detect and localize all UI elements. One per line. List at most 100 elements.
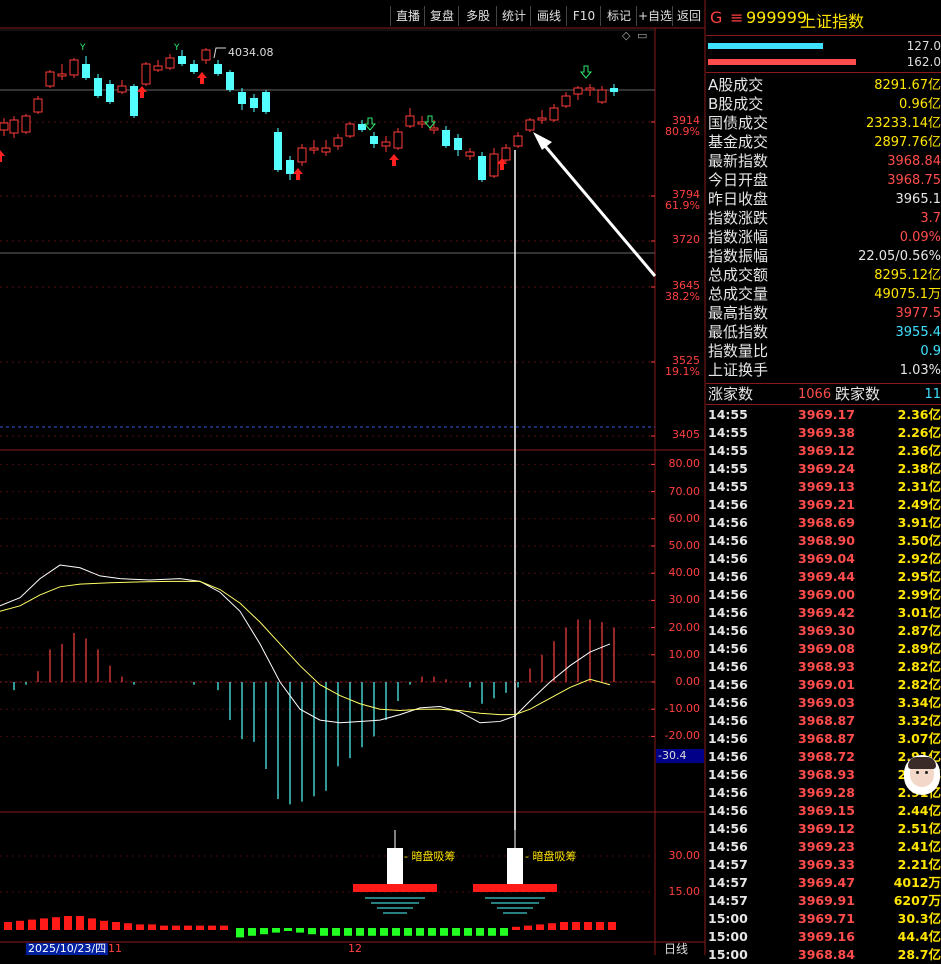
tick-volume: 2.51亿: [898, 820, 941, 838]
indicator-bar: [476, 928, 484, 936]
stat-row: 国债成交 23233.14亿: [706, 114, 941, 133]
breadth-divider: [706, 383, 941, 384]
price-tick: 3720: [652, 233, 700, 244]
macd-tick: 70.00: [658, 485, 700, 498]
candle[interactable]: [22, 114, 30, 134]
tick-row: 14:56 3968.90 3.50亿: [706, 532, 941, 550]
candle[interactable]: [346, 122, 354, 138]
candle[interactable]: [526, 118, 534, 132]
toolbar-button-2[interactable]: 多股: [458, 6, 497, 26]
tick-time: 14:55: [708, 406, 748, 424]
market-breadth: 涨家数 1066 跌家数 11: [706, 385, 941, 404]
stat-label: 国债成交: [708, 114, 768, 133]
indicator-bar: [404, 928, 412, 936]
stat-value: 3968.84: [887, 152, 941, 171]
tick-price: 3969.42: [798, 604, 855, 622]
toolbar-button-6[interactable]: 标记: [600, 6, 637, 26]
header-divider: [706, 35, 941, 36]
stat-label: 基金成交: [708, 133, 768, 152]
tick-volume: 28.7亿: [898, 946, 941, 964]
stat-label: 今日开盘: [708, 171, 768, 190]
toolbar-button-8[interactable]: 返回: [672, 6, 705, 26]
macd-tick: -20.00: [658, 729, 700, 742]
indicator-bar: [124, 923, 132, 930]
tick-volume: 3.91亿: [898, 514, 941, 532]
candle[interactable]: [130, 84, 138, 118]
tick-volume: 3.32亿: [898, 712, 941, 730]
candle[interactable]: [478, 152, 486, 182]
candle[interactable]: [70, 58, 78, 78]
tick-volume: 2.38亿: [898, 460, 941, 478]
assistant-avatar[interactable]: [904, 755, 940, 795]
toolbar-button-4[interactable]: 画线: [530, 6, 567, 26]
tick-price: 3968.69: [798, 514, 855, 532]
period-label[interactable]: 日线: [664, 943, 688, 955]
diamond-icon[interactable]: ◇: [622, 29, 630, 42]
tick-time: 14:56: [708, 532, 748, 550]
tick-volume: 2.21亿: [898, 856, 941, 874]
tick-volume: 2.26亿: [898, 424, 941, 442]
toolbar-button-3[interactable]: 统计: [496, 6, 531, 26]
indicator-bar: [380, 928, 388, 936]
tick-time: 14:56: [708, 694, 748, 712]
stat-label: B股成交: [708, 95, 763, 114]
fib-percent: 80.9%: [652, 125, 700, 138]
menu-icon[interactable]: ≡: [730, 8, 743, 27]
candle[interactable]: [262, 90, 270, 114]
indicator-bar: [76, 916, 84, 930]
stat-value: 23233.14亿: [866, 114, 941, 133]
tick-volume: 3.50亿: [898, 532, 941, 550]
stat-value: 1.03%: [900, 361, 941, 380]
candle[interactable]: [46, 70, 54, 88]
toolbar-button-1[interactable]: 复盘: [424, 6, 459, 26]
up-count: 1066: [798, 385, 831, 404]
tick-volume: 2.31亿: [898, 478, 941, 496]
volume-bar-top: [708, 43, 823, 49]
candle[interactable]: [226, 70, 234, 92]
security-name: 上证指数: [800, 8, 864, 32]
volume-bottom-value: 162.0: [907, 55, 941, 69]
indicator-bar: [464, 928, 472, 936]
tick-time: 14:55: [708, 424, 748, 442]
window-toggle-icon[interactable]: ▭: [637, 29, 647, 42]
indicator-bar: [440, 928, 448, 936]
indicator-bar: [88, 918, 96, 930]
tick-time: 14:57: [708, 856, 748, 874]
tick-volume: 2.44亿: [898, 802, 941, 820]
candle[interactable]: [142, 62, 150, 86]
price-value: 3720: [652, 233, 700, 246]
tick-price: 3968.90: [798, 532, 855, 550]
tick-time: 14:56: [708, 568, 748, 586]
toolbar-button-0[interactable]: 直播: [390, 6, 425, 26]
macd-tick: 60.00: [658, 512, 700, 525]
candle[interactable]: [34, 96, 42, 114]
indicator-bar: [220, 926, 228, 930]
stat-label: 指数涨幅: [708, 228, 768, 247]
tick-time: 14:56: [708, 712, 748, 730]
candle[interactable]: [274, 128, 282, 172]
tick-time: 14:57: [708, 892, 748, 910]
indicator-bar: [416, 928, 424, 936]
indicator-bar: [524, 926, 532, 930]
tick-time: 14:56: [708, 838, 748, 856]
tick-time: 14:56: [708, 784, 748, 802]
stat-label: A股成交: [708, 76, 763, 95]
toolbar-button-7[interactable]: +自选: [636, 6, 673, 26]
tick-price: 3968.93: [798, 766, 855, 784]
peak-marker: Y: [173, 43, 180, 53]
toolbar-button-5[interactable]: F10: [566, 6, 601, 26]
tick-price: 3969.24: [798, 460, 855, 478]
tick-price: 3969.71: [798, 910, 855, 928]
indicator-bar: [284, 928, 292, 931]
